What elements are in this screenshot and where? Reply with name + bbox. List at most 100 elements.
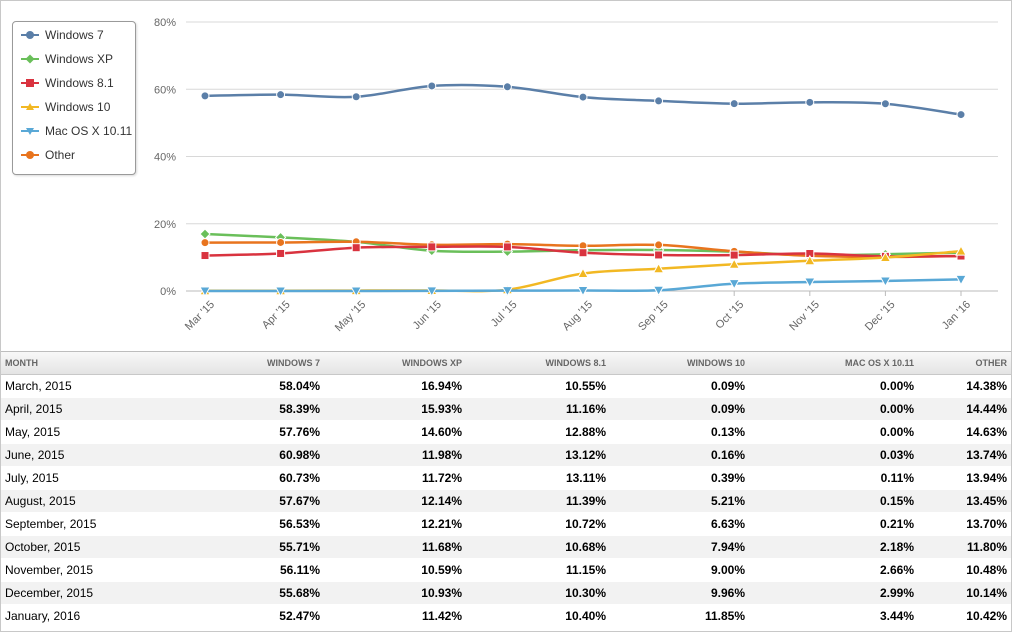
share-cell: 13.74% [918,443,1011,467]
share-cell: 10.40% [466,604,610,628]
data-point-windows-7 [427,81,437,91]
share-cell: 58.39% [201,397,324,421]
y-tick-label: 40% [154,152,176,164]
share-cell: 11.15% [466,558,610,582]
legend-item-windows-xp[interactable]: Windows XP [21,51,113,67]
share-cell: 10.59% [324,558,466,582]
share-cell: 0.09% [610,374,749,398]
share-cell: 0.13% [610,420,749,444]
legend-marker-icon [21,123,41,139]
table-row: October, 2015 55.71% 11.68% 10.68% 7.94% 2.18… [1,535,1011,559]
data-point-windows-10 [803,254,816,266]
data-point-other [654,240,664,250]
table-row: September, 2015 56.53% 12.21% 10.72% 6.63% 0.… [1,512,1011,536]
share-cell: 57.76% [201,420,324,444]
data-point-mac-os-x-10-11 [803,277,816,289]
x-tick-label: Jan '16 [940,299,973,332]
share-cell: 14.63% [918,420,1011,444]
share-cell: 11.39% [466,489,610,513]
share-cell: 11.16% [466,397,610,421]
column-header[interactable]: WINDOWS 10 [610,352,749,375]
legend-marker-icon [21,51,41,67]
y-tick-label: 60% [154,84,176,96]
share-cell: 55.68% [201,581,324,605]
data-point-windows-7 [880,99,890,109]
table-row: March, 2015 58.04% 16.94% 10.55% 0.09% 0.00% 1… [1,374,1011,398]
data-point-mac-os-x-10-11 [955,274,967,286]
legend-label: Windows XP [45,52,114,66]
y-tick-label: 80% [154,17,176,29]
x-tick-label: Jul '15 [489,299,520,330]
data-point-mac-os-x-10-11 [425,286,438,297]
month-cell: December, 2015 [1,581,201,605]
share-cell: 12.88% [466,420,610,444]
share-cell: 9.96% [610,581,749,605]
table-row: July, 2015 60.73% 11.72% 13.11% 0.39% 0.11% 13… [1,466,1011,490]
share-cell: 56.11% [201,558,324,582]
data-point-windows-xp [199,228,211,240]
share-cell: 10.30% [466,581,610,605]
month-cell: October, 2015 [1,535,201,559]
share-cell: 13.11% [466,466,610,490]
data-point-mac-os-x-10-11 [350,286,363,298]
data-point-windows-8-1 [276,248,286,258]
share-cell: 55.71% [201,535,324,559]
column-header[interactable]: WINDOWS XP [324,352,466,375]
share-cell: 52.47% [201,604,324,628]
x-tick-label: May '15 [333,299,368,334]
legend-marker-icon [21,27,41,43]
share-cell: 10.68% [466,535,610,559]
y-tick-label: 0% [160,286,176,298]
column-header[interactable]: MONTH [1,352,201,375]
legend-label: Windows 10 [45,100,111,114]
table-row: August, 2015 57.67% 12.14% 11.39% 5.21% 0.15%… [1,489,1011,513]
share-cell: 11.80% [918,535,1011,559]
legend-item-other[interactable]: Other [21,147,75,163]
data-point-windows-7 [276,90,286,100]
data-point-windows-10 [879,251,892,263]
chart-svg: 0% 20% 40% 60% 80% Mar '15 Apr '15 May '15 Jun '… [154,17,998,334]
share-cell: 10.55% [466,374,610,398]
share-cell: 0.16% [610,443,749,467]
data-point-windows-8-1 [351,243,361,253]
data-point-windows-10 [728,258,741,269]
chart-legend: Windows 7 Windows XP Windows 8.1 Windows 10… [12,21,136,175]
table-header-row: MONTH WINDOWS 7 WINDOWS XP WINDOWS 8.1 WINDO… [1,352,1011,375]
share-cell: 0.03% [749,443,918,467]
share-cell: 10.42% [918,604,1011,628]
legend-item-windows-8-1[interactable]: Windows 8.1 [21,75,114,91]
data-point-windows-8-1 [502,242,512,252]
data-table-container: MONTH WINDOWS 7 WINDOWS XP WINDOWS 8.1 WINDO… [1,351,1011,632]
data-point-mac-os-x-10-11 [728,279,741,290]
share-cell: 11.85% [610,604,749,628]
column-header[interactable]: OTHER [918,352,1011,375]
share-cell: 10.14% [918,581,1011,605]
data-point-other [276,237,286,247]
share-cell: 11.72% [324,466,466,490]
column-header[interactable]: WINDOWS 7 [201,352,324,375]
share-cell: 0.00% [749,420,918,444]
data-point-windows-7 [729,99,739,109]
legend-item-windows-10[interactable]: Windows 10 [21,99,110,115]
share-cell: 16.94% [324,374,466,398]
legend-item-mac-os-x-10-11[interactable]: Mac OS X 10.11 [21,123,132,139]
share-cell: 3.44% [749,604,918,628]
share-cell: 11.98% [324,443,466,467]
data-point-windows-7 [578,92,588,102]
month-cell: January, 2016 [1,604,201,628]
legend-label: Other [45,148,76,162]
column-header[interactable]: WINDOWS 8.1 [466,352,610,375]
share-cell: 0.00% [749,397,918,421]
share-cell: 13.70% [918,512,1011,536]
data-point-windows-7 [956,110,966,120]
month-cell: November, 2015 [1,558,201,582]
table-row: April, 2015 58.39% 15.93% 11.16% 0.09% 0.00% 1… [1,397,1011,421]
data-point-windows-10 [577,267,589,278]
data-point-mac-os-x-10-11 [501,286,514,297]
legend-item-windows-7[interactable]: Windows 7 [21,27,104,43]
share-cell: 11.68% [324,535,466,559]
column-header[interactable]: MAC OS X 10.11 [749,352,918,375]
share-cell: 6.63% [610,512,749,536]
x-tick-label: Apr '15 [260,299,293,332]
